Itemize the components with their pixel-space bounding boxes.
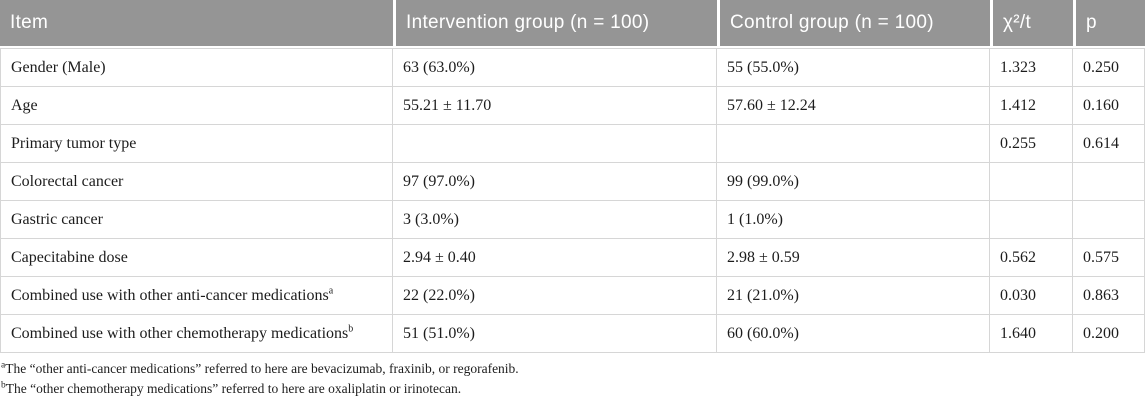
column-header-intervention-group: Intervention group (n = 100) xyxy=(393,0,717,48)
control-value-cell: 55 (55.0%) xyxy=(717,48,990,87)
column-header-control-group: Control group (n = 100) xyxy=(717,0,990,48)
intervention-value-cell: 55.21 ± 11.70 xyxy=(393,87,717,125)
item-label: Gastric cancer xyxy=(11,210,103,228)
column-header-label: Control group (n = 100) xyxy=(730,12,934,33)
intervention-value-cell: 3 (3.0%) xyxy=(393,201,717,239)
chi-t-value-cell: 0.255 xyxy=(990,125,1073,163)
column-header-chi-square-t: χ²/t xyxy=(990,0,1073,48)
item-label: Combined use with other chemotherapy med… xyxy=(11,324,349,342)
footnote-b-text: The “other chemotherapy medications” ref… xyxy=(5,381,462,396)
intervention-value-cell: 2.94 ± 0.40 xyxy=(393,239,717,277)
item-label-cell: Age xyxy=(0,87,393,125)
footnote-marker: a xyxy=(328,285,334,297)
footnote-marker: b xyxy=(348,323,354,335)
table-footnotes: aThe “other anti-cancer medications” ref… xyxy=(0,359,1145,399)
column-header-label: Item xyxy=(10,12,49,33)
p-value-cell: 0.863 xyxy=(1073,277,1145,315)
control-value-cell xyxy=(717,125,990,163)
table-row: Combined use with other chemotherapy med… xyxy=(0,315,1145,353)
control-value-cell: 1 (1.0%) xyxy=(717,201,990,239)
item-label-cell: Capecitabine dose xyxy=(0,239,393,277)
footnote-a-marker: a xyxy=(1,360,6,371)
item-label-cell: Combined use with other chemotherapy med… xyxy=(0,315,393,353)
intervention-value-cell: 97 (97.0%) xyxy=(393,163,717,201)
item-label: Primary tumor type xyxy=(11,134,137,152)
table-row: Capecitabine dose 2.94 ± 0.40 2.98 ± 0.5… xyxy=(0,239,1145,277)
control-value-cell: 21 (21.0%) xyxy=(717,277,990,315)
item-label-cell: Gender (Male) xyxy=(0,48,393,87)
column-header-label: p xyxy=(1086,12,1097,33)
control-value-cell: 57.60 ± 12.24 xyxy=(717,87,990,125)
chi-t-value-cell: 0.562 xyxy=(990,239,1073,277)
intervention-value-cell: 51 (51.0%) xyxy=(393,315,717,353)
intervention-value-cell: 22 (22.0%) xyxy=(393,277,717,315)
column-header-item: Item xyxy=(0,0,393,48)
item-label: Colorectal cancer xyxy=(11,172,124,190)
item-label-cell: Combined use with other anti-cancer medi… xyxy=(0,277,393,315)
table-row: Gender (Male) 63 (63.0%) 55 (55.0%) 1.32… xyxy=(0,48,1145,87)
footnote-b-marker: b xyxy=(1,380,6,391)
baseline-characteristics-table: Item Intervention group (n = 100) Contro… xyxy=(0,0,1145,353)
table-row: Primary tumor type 0.255 0.614 xyxy=(0,125,1145,163)
intervention-value-cell xyxy=(393,125,717,163)
control-value-cell: 99 (99.0%) xyxy=(717,163,990,201)
footnote-a: aThe “other anti-cancer medications” ref… xyxy=(1,359,1145,379)
item-label: Combined use with other anti-cancer medi… xyxy=(11,286,329,304)
chi-t-value-cell: 1.323 xyxy=(990,48,1073,87)
p-value-cell xyxy=(1073,201,1145,239)
table-row: Combined use with other anti-cancer medi… xyxy=(0,277,1145,315)
footnote-b: bThe “other chemotherapy medications” re… xyxy=(1,379,1145,399)
item-label-cell: Gastric cancer xyxy=(0,201,393,239)
item-label: Capecitabine dose xyxy=(11,248,128,266)
chi-t-value-cell: 1.412 xyxy=(990,87,1073,125)
item-label: Age xyxy=(11,96,38,114)
table-row: Colorectal cancer 97 (97.0%) 99 (99.0%) xyxy=(0,163,1145,201)
chi-t-value-cell xyxy=(990,201,1073,239)
chi-t-value-cell: 0.030 xyxy=(990,277,1073,315)
control-value-cell: 60 (60.0%) xyxy=(717,315,990,353)
p-value-cell: 0.614 xyxy=(1073,125,1145,163)
p-value-cell xyxy=(1073,163,1145,201)
column-header-p-value: p xyxy=(1073,0,1145,48)
p-value-cell: 0.575 xyxy=(1073,239,1145,277)
item-label-cell: Primary tumor type xyxy=(0,125,393,163)
intervention-value-cell: 63 (63.0%) xyxy=(393,48,717,87)
column-header-label: χ²/t xyxy=(1003,12,1032,33)
footnote-a-text: The “other anti-cancer medications” refe… xyxy=(5,361,519,376)
chi-t-value-cell xyxy=(990,163,1073,201)
table-row: Gastric cancer 3 (3.0%) 1 (1.0%) xyxy=(0,201,1145,239)
column-header-label: Intervention group (n = 100) xyxy=(406,12,650,33)
item-label-cell: Colorectal cancer xyxy=(0,163,393,201)
item-label: Gender (Male) xyxy=(11,58,106,76)
table-header-row: Item Intervention group (n = 100) Contro… xyxy=(0,0,1145,48)
chi-t-value-cell: 1.640 xyxy=(990,315,1073,353)
p-value-cell: 0.200 xyxy=(1073,315,1145,353)
table-row: Age 55.21 ± 11.70 57.60 ± 12.24 1.412 0.… xyxy=(0,87,1145,125)
p-value-cell: 0.160 xyxy=(1073,87,1145,125)
control-value-cell: 2.98 ± 0.59 xyxy=(717,239,990,277)
p-value-cell: 0.250 xyxy=(1073,48,1145,87)
